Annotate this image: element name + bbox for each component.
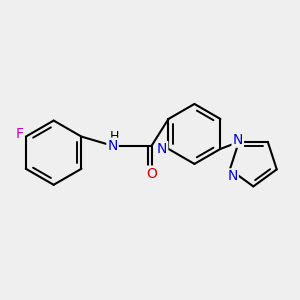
Text: N: N: [227, 169, 238, 183]
Text: H: H: [110, 130, 119, 142]
Text: N: N: [107, 139, 118, 153]
Text: N: N: [157, 142, 167, 156]
Text: O: O: [146, 167, 157, 181]
Text: N: N: [232, 133, 243, 147]
Text: F: F: [15, 128, 23, 142]
